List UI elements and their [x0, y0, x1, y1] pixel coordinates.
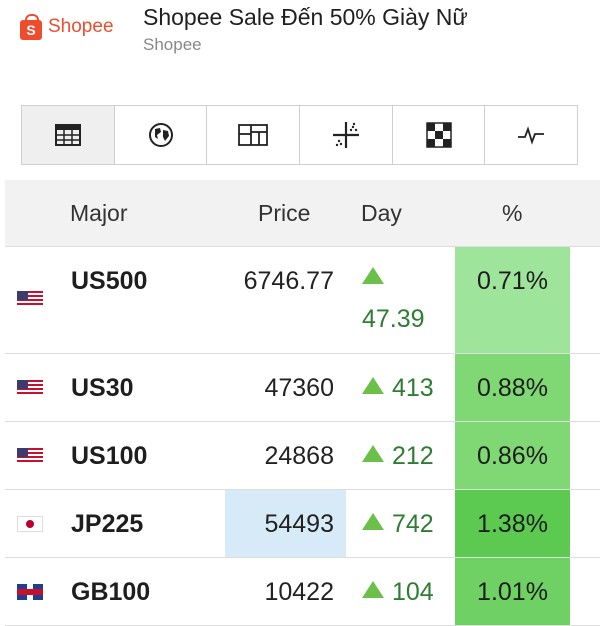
us-flag-icon — [17, 291, 43, 307]
symbol-name: US100 — [71, 442, 148, 470]
header-price[interactable]: Price — [258, 200, 311, 226]
percent-value: 1.38% — [477, 510, 548, 538]
tab-pulse[interactable] — [485, 106, 578, 164]
uk-flag-icon — [17, 584, 43, 600]
shopee-logo: S Shopee — [20, 14, 114, 40]
change-value: 104 — [392, 578, 434, 606]
change-value: 212 — [392, 442, 434, 470]
heatmap-icon — [425, 122, 452, 148]
price-value: 54493 — [264, 510, 334, 538]
price-value: 6746.77 — [243, 267, 334, 295]
percent-cell: 1.01% — [455, 558, 570, 625]
change-cell: 742 — [362, 510, 434, 539]
pulse-icon — [518, 126, 545, 145]
us-flag-icon — [17, 448, 43, 464]
ad-banner[interactable]: S Shopee Shopee Sale Đến 50% Giày Nữ Sho… — [0, 0, 600, 80]
table-icon — [54, 124, 81, 146]
header-day[interactable]: Day — [361, 200, 402, 226]
table-row[interactable]: JP225 54493 742 1.38% — [5, 490, 600, 558]
percent-cell: 0.86% — [455, 422, 570, 489]
table-row[interactable]: US500 6746.77 47.39 0.71% — [5, 247, 600, 354]
price-value: 10422 — [264, 578, 334, 606]
up-arrow-icon — [362, 377, 384, 394]
tab-heatmap[interactable] — [392, 106, 486, 164]
table-row[interactable]: US100 24868 212 0.86% — [5, 422, 600, 490]
symbol-name: JP225 — [71, 510, 144, 538]
symbol-name: US30 — [71, 374, 134, 402]
change-cell — [362, 264, 392, 293]
price-value: 47360 — [264, 374, 334, 402]
tab-scatter[interactable] — [300, 106, 393, 164]
change-value: 47.39 — [362, 305, 425, 333]
percent-cell: 0.88% — [455, 354, 570, 421]
change-value: 742 — [392, 510, 434, 538]
price-value: 24868 — [264, 442, 334, 470]
change-cell: 212 — [362, 442, 434, 471]
up-arrow-icon — [362, 513, 384, 530]
table-row[interactable]: US30 47360 413 0.88% — [5, 354, 600, 422]
change-cell: 413 — [362, 374, 434, 403]
crosshair-icon — [332, 122, 359, 148]
table-row[interactable]: GB100 10422 104 1.01% — [5, 558, 600, 626]
header-major[interactable]: Major — [70, 200, 128, 226]
price-cell: 6746.77 — [225, 247, 346, 353]
percent-value: 0.86% — [477, 442, 548, 470]
percent-value: 0.71% — [477, 267, 548, 295]
table-header: Major Price Day % — [5, 180, 600, 247]
globe-icon — [148, 123, 173, 147]
tab-globe[interactable] — [114, 106, 208, 164]
japan-flag-icon — [17, 516, 43, 532]
tab-table[interactable] — [22, 106, 115, 164]
brand-name: Shopee — [48, 16, 114, 37]
up-arrow-icon — [362, 581, 384, 598]
change-value: 413 — [392, 374, 434, 402]
ad-subtitle: Shopee — [143, 35, 202, 54]
percent-value: 0.88% — [477, 374, 548, 402]
grid-layout-icon — [238, 124, 269, 146]
us-flag-icon — [17, 380, 43, 396]
price-cell: 47360 — [225, 354, 346, 421]
tab-grid[interactable] — [207, 106, 301, 164]
market-table: Major Price Day % US500 6746.77 47.39 0.… — [5, 180, 600, 626]
price-cell: 24868 — [225, 422, 346, 489]
price-cell: 10422 — [225, 558, 346, 625]
price-cell: 54493 — [225, 490, 346, 557]
shopping-bag-icon: S — [20, 14, 42, 40]
change-cell: 104 — [362, 578, 434, 607]
logo-letter: S — [26, 22, 36, 38]
percent-cell: 1.38% — [455, 490, 570, 557]
symbol-name: US500 — [71, 267, 148, 295]
percent-cell: 0.71% — [455, 247, 570, 353]
percent-value: 1.01% — [477, 578, 548, 606]
symbol-name: GB100 — [71, 578, 151, 606]
ad-title[interactable]: Shopee Sale Đến 50% Giày Nữ — [143, 4, 468, 30]
up-arrow-icon — [362, 267, 384, 284]
view-tabs — [21, 105, 578, 165]
header-percent[interactable]: % — [502, 200, 523, 226]
up-arrow-icon — [362, 445, 384, 462]
